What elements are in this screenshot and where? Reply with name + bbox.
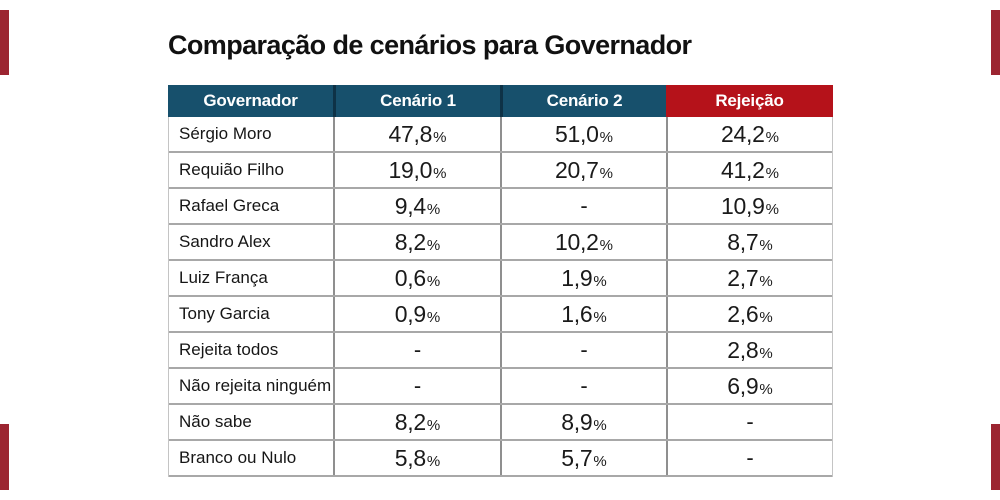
candidate-name: Luiz França [179,268,268,287]
value-cell: 51,0% [500,117,666,151]
value-cell: 47,8% [333,117,500,151]
column-header-0: Governador [168,85,333,117]
table-row: Não sabe 8,2% 8,9% - [169,405,832,441]
table-row: Branco ou Nulo 5,8% 5,7% - [169,441,832,477]
candidate-name: Requião Filho [179,160,284,179]
value-cell: 8,2% [333,405,500,439]
column-header-2: Cenário 2 [500,85,666,117]
column-header-1: Cenário 1 [333,85,500,117]
scenario-table: Governador Cenário 1 Cenário 2 Rejeição Sér… [168,85,833,477]
value-cell: 5,7% [500,441,666,475]
value-cell: 9,4% [333,189,500,223]
value-cell: - [500,369,666,403]
table-row: Não rejeita ninguém - -6,9% [169,369,832,405]
candidate-name: Branco ou Nulo [179,448,297,467]
value-cell: - [666,405,832,439]
value-cell: 2,6% [666,297,832,331]
table-body: Sérgio Moro 47,8% 51,0% 24,2% Requião Filho 1… [168,117,833,477]
value-cell: 1,6% [500,297,666,331]
value-cell: - [333,333,500,367]
value-cell: 24,2% [666,117,832,151]
edge-accent-top-right [991,10,1000,75]
candidate-name: Não rejeita ninguém [179,376,332,395]
value-cell: 0,6% [333,261,500,295]
table-row: Sandro Alex 8,2% 10,2% 8,7% [169,225,832,261]
page-title: Comparação de cenários para Governador [168,30,692,60]
value-cell: - [500,333,666,367]
value-cell: 20,7% [500,153,666,187]
value-cell: 0,9% [333,297,500,331]
table-header-row: Governador Cenário 1 Cenário 2 Rejeição [168,85,833,117]
edge-accent-bottom-right [991,424,1000,490]
candidate-name: Tony Garcia [179,304,270,323]
candidate-name: Rafael Greca [179,196,280,215]
table-row: Rejeita todos - -2,8% [169,333,832,369]
value-cell: 19,0% [333,153,500,187]
candidate-name: Sandro Alex [179,232,271,251]
value-cell: 1,9% [500,261,666,295]
value-cell: - [333,369,500,403]
table-row: Rafael Greca 9,4% -10,9% [169,189,832,225]
table-row: Requião Filho 19,0% 20,7% 41,2% [169,153,832,189]
value-cell: 8,9% [500,405,666,439]
edge-accent-bottom-left [0,424,9,490]
candidate-name: Rejeita todos [179,340,279,359]
candidate-name: Não sabe [179,412,252,431]
value-cell: 8,2% [333,225,500,259]
value-cell: 8,7% [666,225,832,259]
value-cell: 10,9% [666,189,832,223]
value-cell: 2,8% [666,333,832,367]
value-cell: - [500,189,666,223]
value-cell: - [666,441,832,475]
table-row: Tony Garcia 0,9% 1,6% 2,6% [169,297,832,333]
table-row: Sérgio Moro 47,8% 51,0% 24,2% [169,117,832,153]
value-cell: 2,7% [666,261,832,295]
value-cell: 41,2% [666,153,832,187]
value-cell: 6,9% [666,369,832,403]
value-cell: 10,2% [500,225,666,259]
candidate-name: Sérgio Moro [179,124,272,143]
column-header-3: Rejeição [666,85,833,117]
table-row: Luiz França 0,6% 1,9% 2,7% [169,261,832,297]
value-cell: 5,8% [333,441,500,475]
edge-accent-top-left [0,10,9,75]
